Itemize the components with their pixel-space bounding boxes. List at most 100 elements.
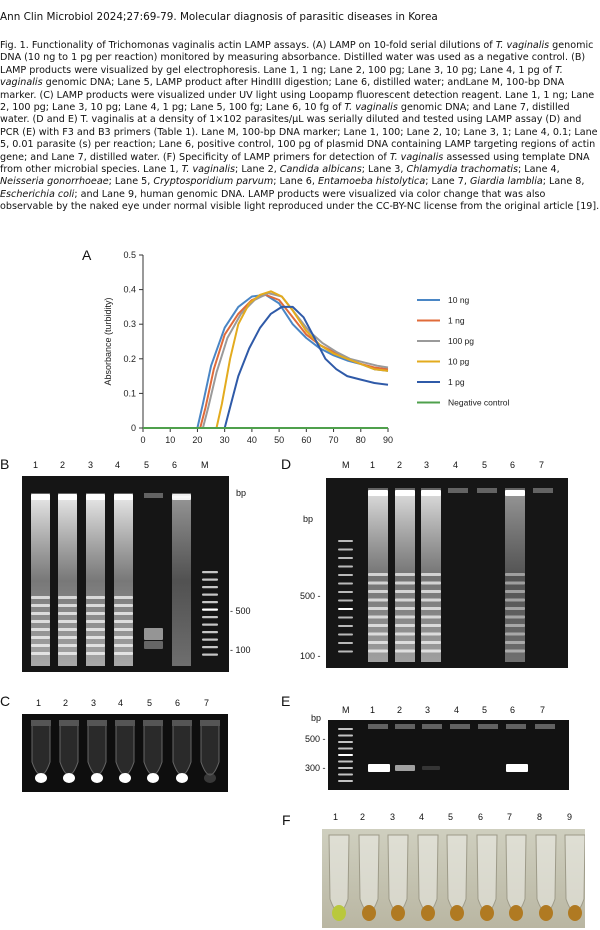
turbidity-chart: 0 0.1 0.2 0.3 0.4 0.5 0 10 20 30 40 50 60 70 80 90 Absor…	[103, 250, 510, 445]
gel-e-marker-300-label: 300	[305, 763, 321, 773]
caption-segment: Chlamydia trachomatis	[406, 164, 519, 176]
tubes-c-lane-label: 3	[91, 698, 97, 708]
caption-segment: ; Lane 5,	[108, 176, 154, 188]
caption-segment: genomic DNA; and Lane 7, distilled water…	[0, 102, 598, 163]
tubes-c-lane-label: 5	[147, 698, 153, 708]
color-tube	[328, 834, 350, 913]
y-tick-label: 0.4	[123, 285, 136, 295]
gel-b-marker-band	[202, 631, 218, 634]
gel-e-lane-label: 3	[425, 705, 431, 715]
color-tube	[446, 834, 468, 913]
uv-tube	[200, 723, 220, 776]
gel-d-marker-band	[338, 591, 353, 593]
gel-e-lane-label: 4	[454, 705, 460, 715]
gel-d-ladder-band	[505, 624, 525, 627]
gel-e-band-lane3	[422, 766, 440, 770]
gel-d-lane-label: 7	[539, 460, 545, 470]
gel-b-marker-band	[202, 601, 218, 604]
gel-b-ladder-band	[114, 596, 133, 599]
gel-d-ladder-band	[395, 615, 415, 619]
legend-label-5: Negative control	[448, 398, 510, 408]
gel-b-ladder-band	[114, 636, 133, 639]
uv-tube-cap	[200, 720, 220, 726]
tubes-f-lane-label: 7	[507, 812, 513, 822]
gel-e-lane-label: 2	[397, 705, 403, 715]
panel-letter-c: C	[0, 693, 11, 709]
gel-b-ladder-band	[114, 620, 133, 623]
gel-d-ladder-band	[505, 598, 525, 602]
uv-tube-cap	[31, 720, 51, 726]
tubes-f-lane-label: 6	[478, 812, 484, 822]
gel-b-smear	[114, 496, 133, 666]
gel-b-smear	[86, 496, 105, 666]
gel-d-marker-band	[338, 642, 353, 644]
caption-segment: T. vaginalis	[181, 164, 236, 176]
tubes-f-lane-label: 4	[419, 812, 425, 822]
uv-tube-glow	[63, 773, 75, 783]
uv-tube	[31, 723, 51, 776]
caption-segment: T. vaginalis	[389, 151, 444, 163]
gel-e-marker-band	[338, 767, 353, 769]
gel-d-ladder-band	[395, 649, 415, 653]
x-tick-label: 0	[140, 435, 145, 445]
gel-e-marker-band	[338, 747, 353, 750]
x-tick-label: 70	[329, 435, 339, 445]
gel-e-band-lane6	[506, 764, 528, 772]
color-tube-liquid	[568, 905, 582, 921]
gel-e-image	[328, 720, 569, 790]
caption-segment: ; Lane 8,	[542, 176, 585, 188]
gel-d-lane-label: 2	[397, 460, 403, 470]
gel-d-ladder-band	[505, 632, 525, 636]
gel-b-ladder-band	[58, 596, 77, 599]
gel-d-well	[533, 488, 553, 493]
x-tick-label: 30	[220, 435, 230, 445]
uv-tube-cap	[172, 720, 192, 726]
x-tick-label: 60	[301, 435, 311, 445]
gel-b-lane-labels: 1 2 3 4 5 6 M	[0, 460, 260, 474]
gel-b-ladder-band	[31, 644, 50, 647]
gel-b-digest-band	[144, 641, 163, 649]
gel-d-ladder-band	[368, 581, 388, 585]
gel-b-ladder-band	[86, 620, 105, 623]
gel-b-lane-label: 5	[144, 460, 150, 470]
gel-b-ladder-band	[114, 604, 133, 607]
gel-d-ladder-band	[368, 607, 388, 610]
gel-d-marker-100-label: 100	[300, 651, 316, 661]
x-tick-label: 50	[274, 435, 284, 445]
gel-d-ladder-band	[421, 598, 441, 602]
gel-d-ladder-band	[421, 607, 441, 610]
gel-d-ladder-band	[505, 649, 525, 653]
uv-tube	[172, 723, 192, 776]
color-tube	[417, 834, 439, 913]
gel-b-marker-band	[202, 608, 218, 611]
color-tube-liquid	[391, 905, 405, 921]
uv-tube	[87, 723, 107, 776]
tubes-c-lane-label: 6	[175, 698, 181, 708]
gel-d-ladder-band	[368, 615, 388, 619]
gel-b-ladder-band	[114, 612, 133, 615]
gel-b-ladder-band	[114, 644, 133, 647]
gel-d-marker-band	[338, 625, 353, 627]
gel-e-marker-band	[338, 780, 353, 782]
gel-d-marker-100: 100 -	[300, 651, 321, 661]
gel-d-well-band	[395, 490, 415, 496]
gel-d-ladder-band	[395, 641, 415, 644]
caption-segment: Giardia lamblia	[469, 176, 543, 188]
gel-b-ladder-band	[31, 612, 50, 615]
uv-tubes-image	[22, 714, 228, 792]
tubes-c-lane-label: 7	[204, 698, 210, 708]
caption-segment: genomic DNA; Lane 5, LAMP product after …	[0, 77, 595, 114]
gel-b-lane-label: 4	[115, 460, 121, 470]
gel-b-well-band	[31, 494, 50, 500]
series-line-3	[143, 290, 389, 429]
gel-d-ladder-band	[421, 573, 441, 576]
panel-letter-b: B	[0, 456, 10, 472]
color-tube-liquid	[480, 905, 494, 921]
gel-d-smear	[395, 492, 415, 662]
gel-b-ladder-band	[58, 652, 77, 655]
y-axis-label: Absorbance (turbidity)	[103, 297, 113, 385]
tubes-f-lane-label: 5	[448, 812, 454, 822]
color-tube-liquid	[362, 905, 376, 921]
gel-b-lane-label: 3	[88, 460, 94, 470]
gel-d-ladder-band	[505, 607, 525, 610]
